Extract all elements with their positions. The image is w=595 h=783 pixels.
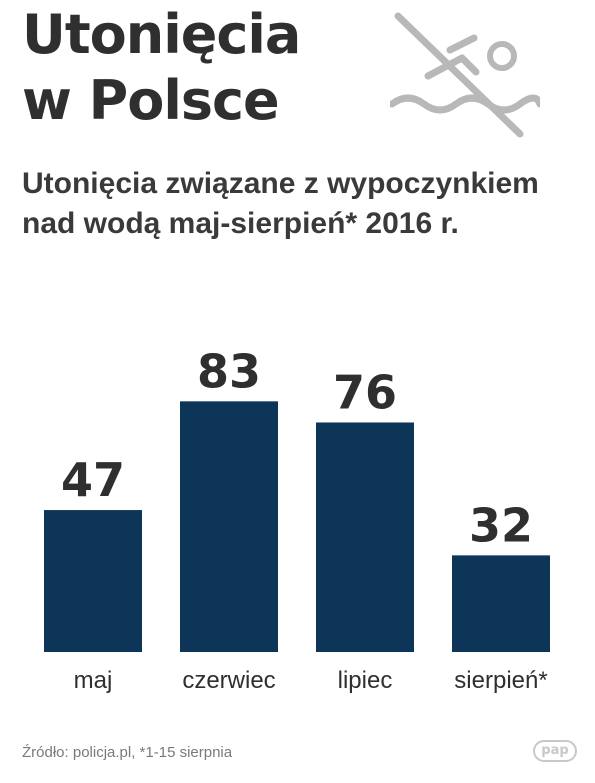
category-label-4: sierpień* bbox=[454, 667, 547, 694]
value-label-2: 83 bbox=[197, 344, 261, 398]
page-title: Utonięcia w Polsce bbox=[22, 2, 301, 134]
bar-2 bbox=[180, 401, 278, 652]
bar-chart: 47 maj 83 czerwiec 76 lipiec 32 sierpień* bbox=[44, 344, 550, 694]
value-label-3: 76 bbox=[333, 365, 397, 419]
chart-subtitle: Utonięcia związane z wypoczynkiem nad wo… bbox=[22, 164, 539, 244]
value-label-4: 32 bbox=[469, 498, 533, 552]
category-label-1: maj bbox=[74, 667, 113, 694]
category-label-2: czerwiec bbox=[182, 667, 275, 694]
category-label-3: lipiec bbox=[338, 667, 393, 694]
no-swimming-icon bbox=[390, 12, 540, 138]
bar-3 bbox=[316, 422, 414, 652]
value-label-1: 47 bbox=[61, 453, 125, 507]
title-line-2: w Polsce bbox=[22, 69, 280, 132]
title-line-1: Utonięcia bbox=[22, 3, 301, 66]
bar-1 bbox=[44, 510, 142, 652]
subtitle-line-2: nad wodą maj-sierpień* 2016 r. bbox=[22, 207, 459, 240]
bar-4 bbox=[452, 555, 550, 652]
subtitle-line-1: Utonięcia związane z wypoczynkiem bbox=[22, 167, 539, 200]
pap-logo: pap bbox=[533, 740, 577, 762]
source-note: Źródło: policja.pl, *1-15 sierpnia bbox=[22, 744, 233, 761]
